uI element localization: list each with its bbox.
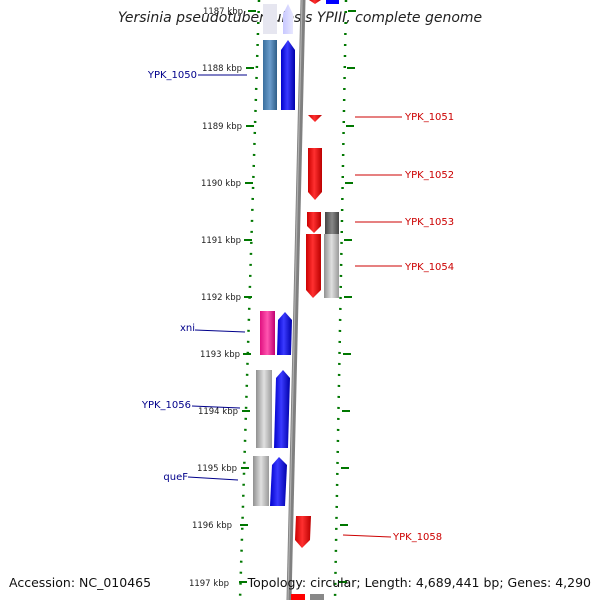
gene-ypk1056[interactable] [274,370,290,448]
ruler-label: 1197 kbp [189,579,229,589]
label-ypk1052[interactable]: YPK_1052 [404,170,454,181]
gene-top-blue[interactable] [326,0,339,4]
cds-ypk1050[interactable] [263,40,277,110]
topology-text: Topology: circular; Length: 4,689,441 bp… [247,575,591,590]
gene-faded-arrow[interactable] [283,4,293,34]
ruler-label: 1193 kbp [200,350,240,360]
ruler-labels: 1187 kbp 1188 kbp 1189 kbp 1190 kbp 1191… [189,7,243,589]
gene-ypk1058[interactable] [295,516,311,548]
genome-title: Yersinia pseudotuberculosis YPIII, compl… [117,10,483,26]
label-ypk1051[interactable]: YPK_1051 [404,112,454,123]
gene-ypk1050[interactable] [281,40,295,110]
ruler-label: 1190 kbp [201,179,241,189]
gene-top-red[interactable] [309,0,321,4]
cds-bottom-gray[interactable] [310,594,324,600]
label-ypk1053[interactable]: YPK_1053 [404,217,454,228]
backbone-highlight [287,0,303,600]
label-leaders [187,74,402,538]
ruler-label: 1187 kbp [203,7,243,17]
left-slot-border [238,0,261,600]
ruler-label: 1189 kbp [202,122,242,132]
gene-bottom-red[interactable] [291,594,305,600]
ruler-label: 1188 kbp [202,64,242,74]
label-xni[interactable]: xni [180,323,195,334]
gene-xni[interactable] [277,312,292,355]
gene-ypk1052[interactable] [308,148,322,200]
gene-ypk1053[interactable] [307,212,321,233]
cds-xni[interactable] [260,311,275,355]
label-ypk1050[interactable]: YPK_1050 [147,70,197,81]
cds-ypk1053[interactable] [325,212,339,234]
genome-backbone [286,0,306,600]
gene-ypk1051[interactable] [308,115,322,122]
accession-text: Accession: NC_010465 [9,575,152,590]
ruler-ticks [239,10,356,583]
ruler-label: 1196 kbp [192,521,232,531]
cds-quef[interactable] [253,456,269,506]
label-ypk1056[interactable]: YPK_1056 [141,400,191,411]
ruler-label: 1195 kbp [197,464,237,474]
gene-ypk1054[interactable] [306,234,321,298]
gene-faded[interactable] [263,4,277,34]
cds-ypk1056[interactable] [256,370,272,448]
ruler-label: 1192 kbp [201,293,241,303]
right-slot-border [333,0,348,600]
cds-ypk1054[interactable] [324,234,339,298]
ruler-label: 1194 kbp [198,407,238,417]
label-ypk1058[interactable]: YPK_1058 [392,532,442,543]
ruler-label: 1191 kbp [201,236,241,246]
gene-quef[interactable] [270,457,287,506]
label-quef[interactable]: queF [163,472,188,483]
label-ypk1054[interactable]: YPK_1054 [404,262,454,273]
